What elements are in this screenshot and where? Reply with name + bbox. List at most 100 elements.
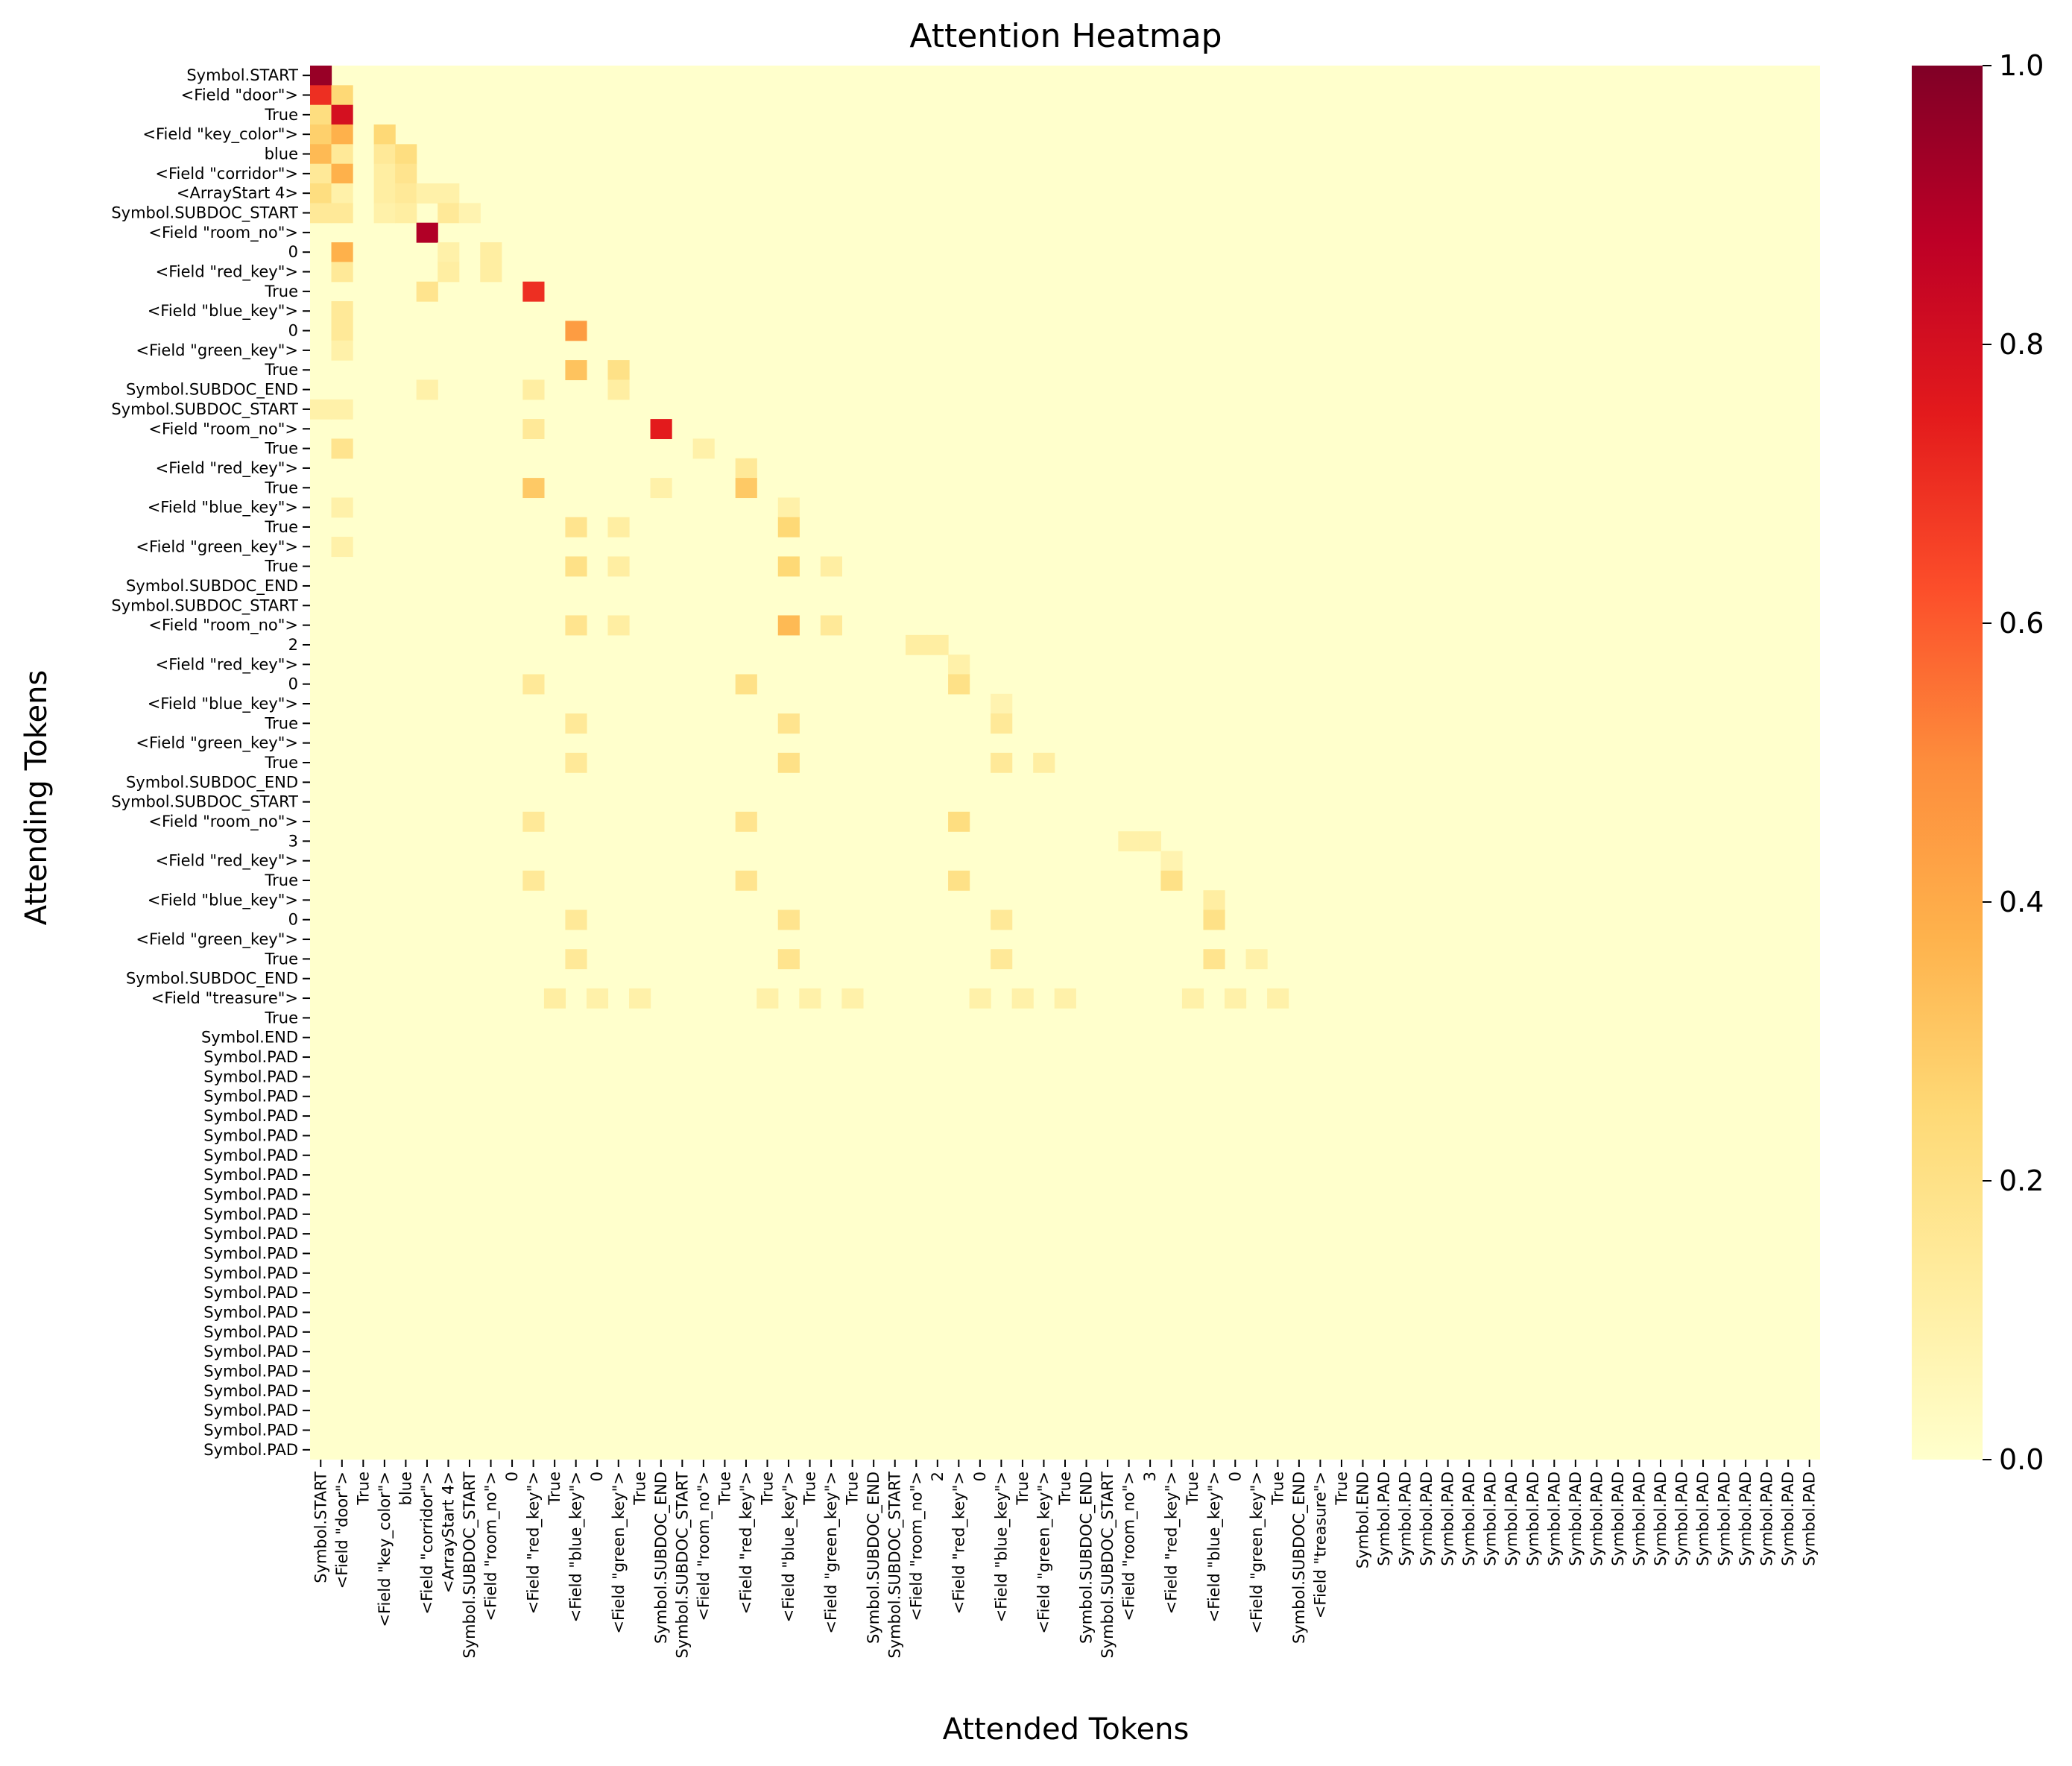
- heatmap-cell: [1118, 831, 1140, 852]
- x-tick-label: 0: [971, 1472, 989, 1481]
- x-tick-label: Symbol.END: [1354, 1472, 1371, 1568]
- x-tick-label: Symbol.PAD: [1567, 1472, 1585, 1566]
- heatmap-cell: [607, 360, 630, 381]
- heatmap-background: [310, 66, 1820, 1460]
- x-tick-label: Symbol.PAD: [1482, 1472, 1500, 1566]
- heatmap-cell: [522, 281, 545, 302]
- heatmap-cell: [905, 634, 928, 655]
- heatmap-cell: [820, 615, 842, 636]
- heatmap-cell: [735, 478, 757, 499]
- y-tick-label: Symbol.END: [201, 1029, 298, 1047]
- heatmap-cell: [841, 988, 864, 1009]
- heatmap-cell: [1225, 988, 1247, 1009]
- colorbar-tick-label: 0.0: [1999, 1443, 2044, 1476]
- heatmap-cell: [331, 438, 353, 459]
- heatmap-cell: [416, 183, 438, 204]
- y-tick-label: Symbol.PAD: [203, 1107, 298, 1125]
- heatmap-cell: [438, 262, 460, 283]
- heatmap-cell: [565, 713, 587, 734]
- heatmap-cell: [565, 360, 587, 381]
- heatmap-cell: [310, 163, 332, 184]
- heatmap-cell: [926, 634, 949, 655]
- x-tick-label: <Field "corridor">: [418, 1472, 436, 1615]
- colorbar: [1912, 66, 1983, 1460]
- x-tick-label: True: [354, 1472, 372, 1506]
- heatmap-cell: [331, 399, 353, 420]
- y-tick-label: True: [264, 106, 298, 124]
- heatmap-cell: [310, 124, 332, 145]
- heatmap-cell: [416, 281, 438, 302]
- x-tick-label: Symbol.SUBDOC_END: [1290, 1472, 1309, 1644]
- heatmap-cell: [1054, 988, 1076, 1009]
- x-tick-label: Symbol.PAD: [1439, 1472, 1457, 1566]
- heatmap-cell: [331, 85, 353, 106]
- x-tick-label: <Field "green_key">: [610, 1472, 628, 1634]
- heatmap-cell: [310, 85, 332, 106]
- y-tick-label: <Field "red_key">: [156, 655, 298, 674]
- heatmap-cell: [331, 340, 353, 361]
- x-tick-label: blue: [397, 1472, 414, 1505]
- y-tick-label: <Field "key_color">: [142, 125, 298, 144]
- heatmap-cell: [586, 988, 609, 1009]
- x-tick-label: Symbol.PAD: [1758, 1472, 1776, 1566]
- y-tick-label: True: [264, 479, 298, 496]
- heatmap-cell: [607, 556, 630, 577]
- heatmap-cell: [395, 183, 417, 204]
- heatmap-cell: [522, 419, 545, 440]
- x-tick-label: True: [1269, 1472, 1286, 1506]
- heatmap-cells: [310, 66, 1820, 1460]
- heatmap-cell: [1203, 909, 1225, 930]
- y-tick-label: Symbol.PAD: [203, 1323, 298, 1341]
- x-tick-label: <Field "blue_key">: [992, 1472, 1011, 1622]
- heatmap-cell: [522, 478, 545, 499]
- x-tick-label: True: [1056, 1472, 1074, 1506]
- heatmap-cell: [438, 242, 460, 262]
- y-tick-label: 3: [288, 832, 298, 850]
- y-tick-label: 0: [288, 322, 298, 340]
- y-tick-label: <Field "room_no">: [148, 224, 298, 242]
- y-tick-label: <ArrayStart 4>: [177, 184, 298, 202]
- y-tick-label: <Field "door">: [181, 86, 298, 104]
- heatmap-cell: [1203, 949, 1225, 970]
- y-tick-label: <Field "room_no">: [148, 420, 298, 438]
- x-tick-label: Symbol.PAD: [1375, 1472, 1393, 1566]
- x-tick-label: True: [631, 1472, 648, 1506]
- x-tick-label: <Field "key_color">: [376, 1472, 394, 1627]
- y-tick-label: Symbol.START: [186, 66, 298, 84]
- x-tick-label: <Field "red_key">: [1163, 1472, 1181, 1614]
- heatmap-cell: [948, 811, 970, 832]
- x-tick-label: <Field "room_no">: [695, 1472, 713, 1621]
- heatmap-cell: [543, 988, 566, 1009]
- y-tick-label: Symbol.PAD: [203, 1401, 298, 1419]
- heatmap-cell: [331, 144, 353, 165]
- y-tick-label: <Field "green_key">: [136, 537, 298, 556]
- y-tick-label: 0: [288, 243, 298, 261]
- x-tick-label: True: [844, 1472, 862, 1506]
- y-tick-label: <Field "blue_key">: [148, 695, 298, 713]
- heatmap-cell: [948, 674, 970, 695]
- heatmap-cell: [1011, 988, 1034, 1009]
- y-axis-ticks: Symbol.START<Field "door">True<Field "ke…: [111, 66, 310, 1459]
- x-tick-label: <Field "red_key">: [737, 1472, 756, 1614]
- y-tick-label: Symbol.PAD: [203, 1185, 298, 1203]
- x-tick-label: Symbol.PAD: [1524, 1472, 1542, 1566]
- y-tick-label: Symbol.SUBDOC_END: [126, 577, 298, 596]
- heatmap-cell: [310, 399, 332, 420]
- heatmap-cell: [777, 909, 800, 930]
- y-tick-label: Symbol.PAD: [203, 1441, 298, 1459]
- y-tick-label: <Field "green_key">: [136, 930, 298, 949]
- x-tick-label: <Field "room_no">: [1120, 1472, 1139, 1621]
- heatmap-cell: [991, 752, 1013, 773]
- heatmap-cell: [373, 163, 396, 184]
- x-tick-label: Symbol.START: [312, 1472, 329, 1583]
- y-tick-label: blue: [265, 145, 298, 163]
- x-tick-label: 0: [588, 1472, 606, 1481]
- x-tick-label: True: [546, 1472, 563, 1506]
- x-tick-label: Symbol.SUBDOC_START: [461, 1472, 479, 1659]
- heatmap-cell: [565, 321, 587, 341]
- heatmap-cell: [650, 478, 672, 499]
- colorbar-tick-label: 1.0: [1999, 49, 2044, 82]
- y-tick-label: Symbol.PAD: [203, 1147, 298, 1164]
- y-tick-label: True: [264, 361, 298, 379]
- heatmap-cell: [948, 870, 970, 891]
